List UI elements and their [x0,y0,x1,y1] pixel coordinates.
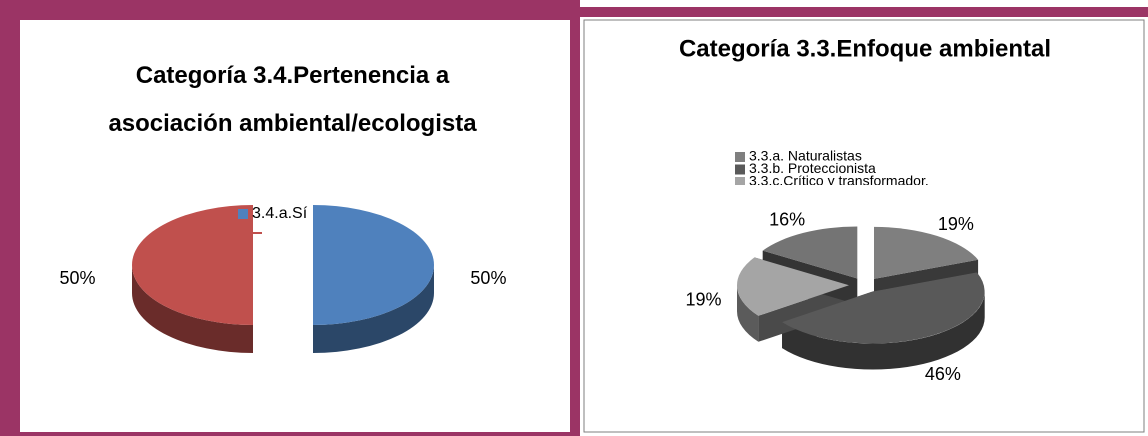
slice-side [132,265,253,353]
slice [874,226,979,279]
legend-label: 3.3.c.Crítico y transformador. [749,173,929,189]
data-label: 19% [685,290,721,310]
slice [313,205,434,325]
chart-title: Categoría 3.4.Pertenencia a asociación a… [108,62,477,137]
data-label: 16% [769,210,805,230]
slice [762,226,858,279]
data-label: 46% [925,364,961,384]
legend-label: 3.4.a.Sí [252,205,308,222]
legend-swatch [238,209,248,219]
legend-label: 3.3.b. Proteccionista [749,160,876,176]
left-panel [20,20,570,432]
slice-side [736,285,759,342]
slice [737,257,849,316]
slice-side [782,291,985,370]
slice [782,272,985,344]
slice-side [313,265,434,353]
slice [132,205,253,325]
legend-swatch [735,164,745,175]
legend-swatch [735,177,745,185]
data-label: 50% [470,268,506,288]
legend-swatch [735,152,745,162]
right-frame-top [576,7,1148,17]
right-frame-left [576,17,580,436]
data-label: 50% [60,268,96,288]
legend-label: 3.3.a. Naturalistas [749,148,862,164]
chart-title: Categoría 3.3.Enfoque ambiental [679,35,1051,62]
right-panel [583,19,1145,433]
data-label: 19% [938,214,974,234]
